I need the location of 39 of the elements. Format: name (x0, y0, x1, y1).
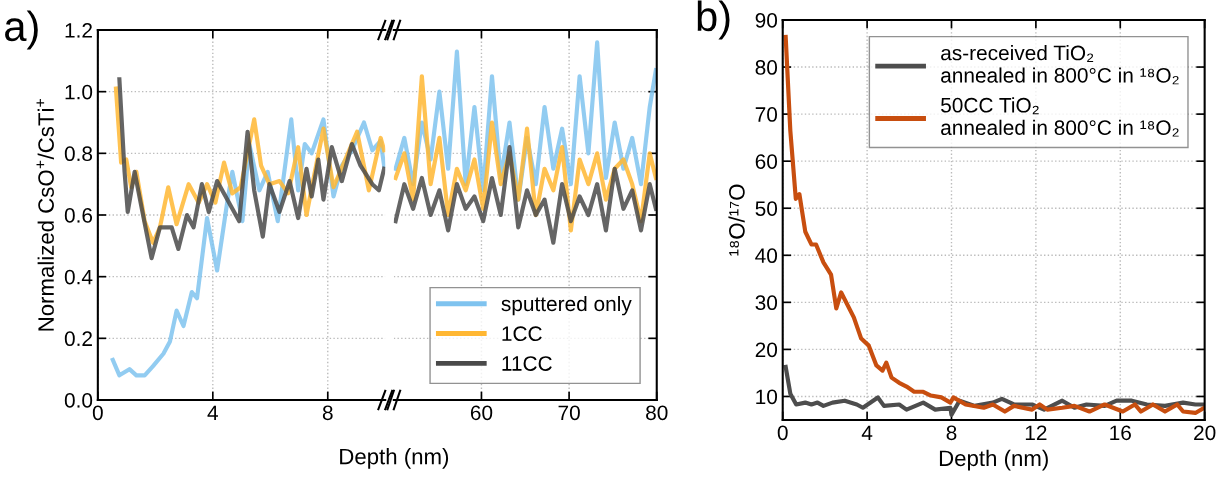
x-tick-label: 60 (470, 405, 493, 421)
y-tick-label: 60 (755, 154, 778, 169)
legend-label: as-received TiO₂ annealed in 800°C in ¹⁸O₂ (941, 45, 1179, 85)
y-axis-title: Normalized CsO$^{+}$/CsTi$^{+}$ (36, 99, 54, 331)
x-tick-label: 80 (646, 405, 668, 421)
x-tick-label: 0 (92, 405, 103, 421)
y-tick-label: 30 (755, 295, 778, 311)
legend-label: 11CC (502, 356, 552, 371)
text: a) (5, 10, 38, 50)
legend-label: 1CC (502, 326, 542, 342)
y-axis-title: ¹⁸O/¹⁷O (728, 184, 745, 256)
y-tick-label: 20 (755, 342, 778, 358)
y-tick-label: 0.6 (64, 208, 93, 223)
x-tick-label: 0 (777, 425, 788, 441)
x-tick-label: 70 (558, 405, 580, 421)
y-tick-label: 10 (756, 389, 778, 405)
y-tick-label: 0.0 (64, 393, 93, 408)
y-tick-label: 70 (755, 107, 778, 122)
legend-label: sputtered only (501, 295, 632, 316)
y-tick-label: 0.8 (64, 146, 93, 162)
y-tick-label: 80 (755, 60, 778, 75)
x-tick-label: 4 (207, 405, 218, 420)
x-tick-label: 16 (1110, 425, 1131, 441)
text: b) (697, 0, 730, 40)
y-tick-label: 90 (755, 13, 778, 28)
x-tick-label: 12 (1025, 425, 1047, 440)
y-tick-label: 40 (755, 248, 778, 264)
x-tick-label: 4 (861, 425, 873, 440)
x-axis-title: Depth (nm) (340, 448, 449, 469)
x-tick-label: 8 (946, 425, 957, 441)
y-tick-label: 0.2 (64, 331, 92, 347)
y-tick-label: 50 (755, 201, 778, 216)
x-axis-title: Depth (nm) (939, 449, 1048, 471)
x-tick-label: 20 (1194, 425, 1216, 441)
legend-label: 50CC TiO₂ annealed in 800°C in ¹⁸O₂ (941, 97, 1179, 137)
x-tick-label: 8 (322, 405, 333, 421)
y-tick-label: 1.2 (65, 23, 92, 38)
y-tick-label: 0.4 (64, 269, 93, 285)
y-tick-label: 1.0 (65, 84, 93, 100)
